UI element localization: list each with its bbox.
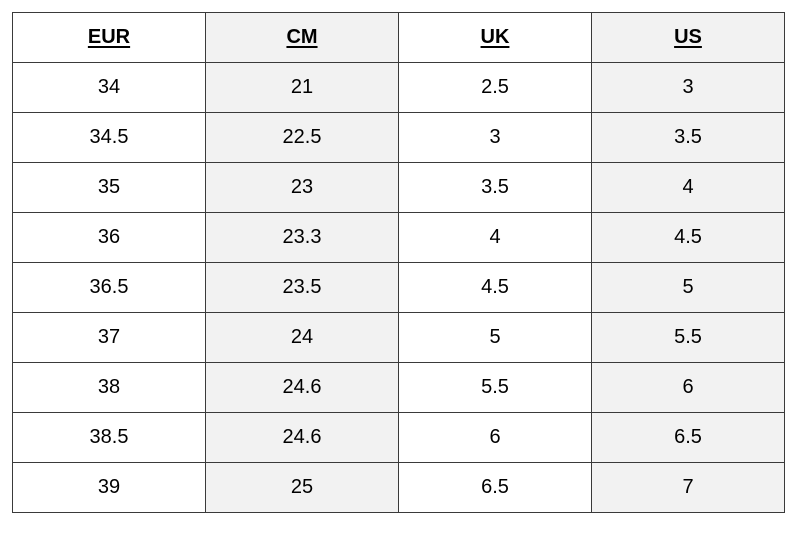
header-cm: CM — [205, 12, 399, 63]
table-row: 34.5 22.5 3 3.5 — [12, 112, 785, 163]
cell-cm: 24.6 — [205, 412, 399, 463]
cell-us: 3 — [591, 62, 785, 113]
cell-cm: 24.6 — [205, 362, 399, 413]
table-row: 34 21 2.5 3 — [12, 62, 785, 113]
cell-us: 4 — [591, 162, 785, 213]
table-row: 37 24 5 5.5 — [12, 312, 785, 363]
cell-us: 3.5 — [591, 112, 785, 163]
cell-eur: 36.5 — [12, 262, 206, 313]
cell-cm: 23 — [205, 162, 399, 213]
cell-uk: 2.5 — [398, 62, 592, 113]
cell-eur: 34 — [12, 62, 206, 113]
table-row: 35 23 3.5 4 — [12, 162, 785, 213]
cell-eur: 39 — [12, 462, 206, 513]
cell-cm: 21 — [205, 62, 399, 113]
cell-us: 6 — [591, 362, 785, 413]
cell-eur: 35 — [12, 162, 206, 213]
table-row: 38 24.6 5.5 6 — [12, 362, 785, 413]
cell-cm: 23.3 — [205, 212, 399, 263]
table-row: 36.5 23.5 4.5 5 — [12, 262, 785, 313]
cell-eur: 38 — [12, 362, 206, 413]
cell-uk: 6 — [398, 412, 592, 463]
cell-us: 5.5 — [591, 312, 785, 363]
cell-us: 6.5 — [591, 412, 785, 463]
cell-us: 7 — [591, 462, 785, 513]
cell-eur: 34.5 — [12, 112, 206, 163]
cell-uk: 3.5 — [398, 162, 592, 213]
shoe-size-conversion-table: EUR CM UK US 34 21 2.5 3 34.5 22.5 3 3.5… — [12, 12, 785, 513]
header-eur: EUR — [12, 12, 206, 63]
cell-us: 4.5 — [591, 212, 785, 263]
cell-eur: 38.5 — [12, 412, 206, 463]
cell-cm: 23.5 — [205, 262, 399, 313]
cell-uk: 5.5 — [398, 362, 592, 413]
cell-us: 5 — [591, 262, 785, 313]
cell-uk: 4 — [398, 212, 592, 263]
cell-uk: 3 — [398, 112, 592, 163]
table-row: 39 25 6.5 7 — [12, 462, 785, 513]
cell-cm: 22.5 — [205, 112, 399, 163]
cell-uk: 5 — [398, 312, 592, 363]
header-uk: UK — [398, 12, 592, 63]
table-header-row: EUR CM UK US — [12, 12, 785, 63]
cell-uk: 4.5 — [398, 262, 592, 313]
header-us: US — [591, 12, 785, 63]
table-row: 36 23.3 4 4.5 — [12, 212, 785, 263]
cell-cm: 25 — [205, 462, 399, 513]
table-row: 38.5 24.6 6 6.5 — [12, 412, 785, 463]
cell-cm: 24 — [205, 312, 399, 363]
cell-eur: 36 — [12, 212, 206, 263]
cell-uk: 6.5 — [398, 462, 592, 513]
cell-eur: 37 — [12, 312, 206, 363]
